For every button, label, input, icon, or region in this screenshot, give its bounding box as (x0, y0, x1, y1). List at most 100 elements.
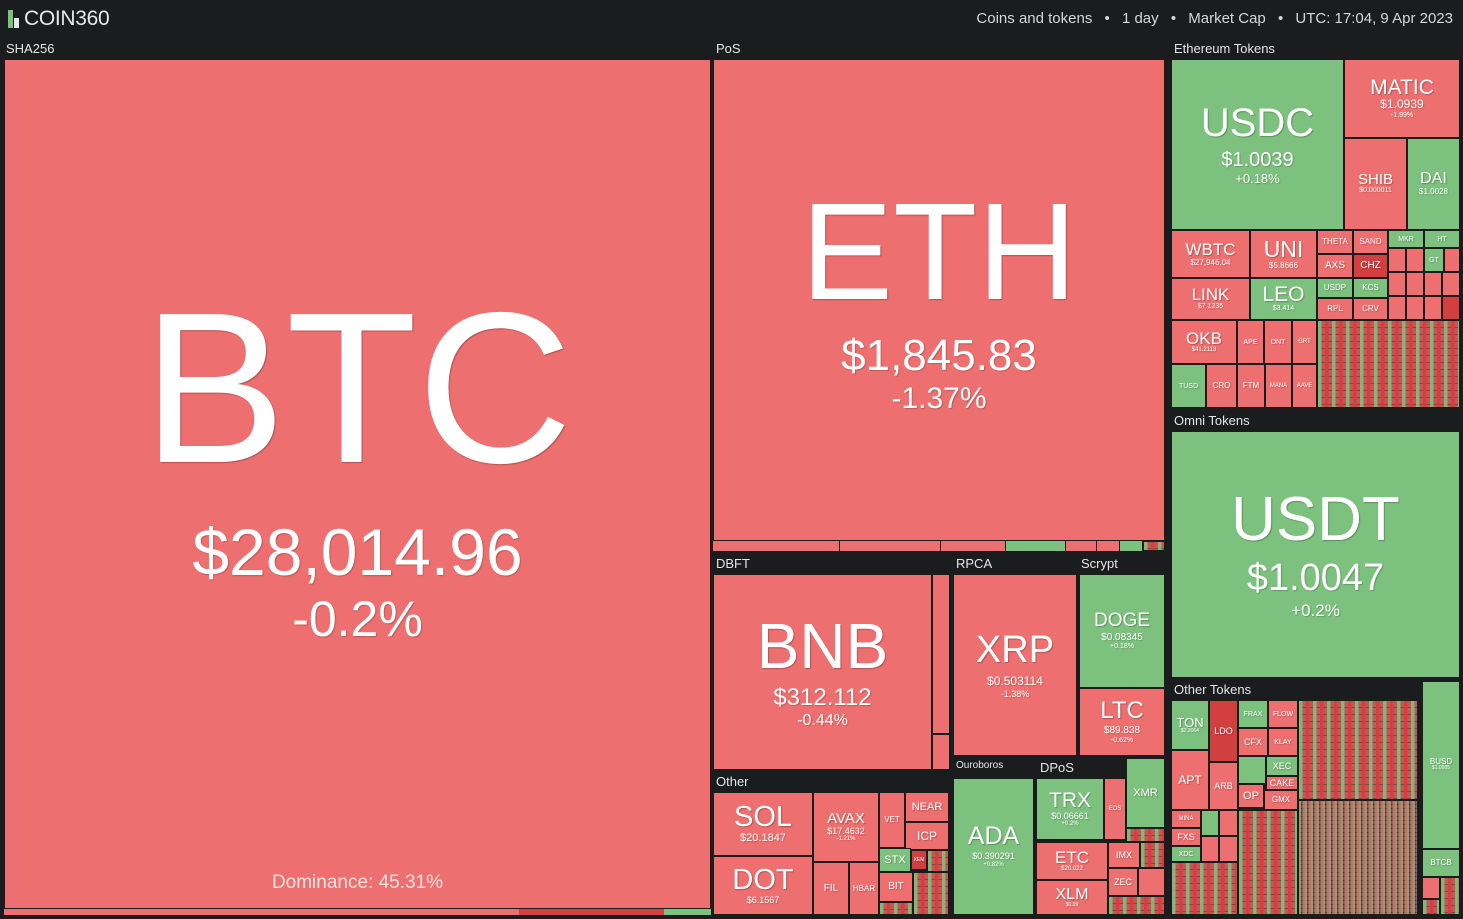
tile-busd[interactable]: BUSD $1.0005 (1422, 681, 1460, 849)
tile-arb[interactable]: ARB (1209, 762, 1238, 810)
dbft-minor-coin[interactable] (932, 734, 950, 770)
eth-minor-coin[interactable] (1424, 296, 1442, 320)
tile-eos[interactable]: EOS (1104, 778, 1126, 840)
tile-etc[interactable]: ETC $20.022 (1036, 842, 1108, 880)
tile-klay[interactable]: KLAY (1268, 728, 1298, 756)
tile-tusd[interactable]: TUSD (1171, 364, 1206, 408)
tile-kcs[interactable]: KCS (1353, 278, 1388, 298)
tile-link[interactable]: LINK $7.1235 (1171, 278, 1250, 320)
tile-xec[interactable]: XEC (1266, 756, 1298, 776)
other-token-minor[interactable] (1219, 836, 1238, 862)
eth-minor-coin[interactable] (1442, 272, 1460, 296)
tile-bit[interactable]: BIT (879, 872, 913, 902)
tile-mana[interactable]: MANA (1265, 364, 1292, 408)
other-token-minor[interactable] (1201, 836, 1219, 862)
tile-xdc[interactable]: XDC (1171, 846, 1201, 862)
tile-ape[interactable]: APE (1237, 320, 1264, 364)
tile-apt[interactable]: APT (1171, 750, 1209, 810)
tile-cfx[interactable]: CFX (1238, 728, 1268, 756)
tile-chz[interactable]: CHZ (1353, 254, 1388, 278)
tile-stx[interactable]: STX (879, 848, 911, 872)
eth-minor-coin[interactable] (1442, 296, 1460, 320)
tile-crv[interactable]: CRV (1353, 298, 1388, 320)
tile-cake[interactable]: CAKE (1266, 776, 1298, 790)
other-token-minor[interactable] (1422, 877, 1440, 899)
eth-minor-coin[interactable] (1406, 248, 1424, 272)
tile-dai[interactable]: DAI $1.0028 (1407, 138, 1460, 230)
tile-sol[interactable]: SOL $20.1847 (713, 792, 813, 856)
tile-rpl[interactable]: RPL (1317, 298, 1353, 320)
tile-eth[interactable]: ETH $1,845.83 -1.37% (713, 59, 1165, 541)
eth-minor-coin[interactable] (1388, 296, 1406, 320)
tile-ton[interactable]: TON $2.2064 (1171, 700, 1209, 750)
tile-btcb[interactable]: BTCB (1422, 849, 1460, 877)
tile-uni[interactable]: UNI $5.8666 (1250, 230, 1317, 278)
tile-imx[interactable]: IMX (1108, 842, 1140, 868)
tile-gt[interactable]: GT (1424, 248, 1444, 272)
tile-usdc[interactable]: USDC $1.0039 +0.18% (1171, 59, 1344, 230)
tile-mina[interactable]: MINA (1171, 810, 1201, 828)
tile-aave[interactable]: AAVE (1292, 364, 1317, 408)
tile-okb[interactable]: OKB $41.2113 (1171, 320, 1237, 364)
tile-btc[interactable]: BTC $28,014.96 -0.2% Dominance: 45.31% (4, 59, 711, 909)
tile-bnb[interactable]: BNB $312.112 -0.44% (713, 574, 932, 770)
tile-ftm[interactable]: FTM (1237, 364, 1265, 408)
tile-frax[interactable]: FRAX (1238, 700, 1268, 728)
eth-minor-coin[interactable] (1424, 272, 1442, 296)
tile-zec[interactable]: ZEC (1108, 868, 1138, 896)
tile-fil[interactable]: FIL (813, 862, 849, 915)
tile-ltc[interactable]: LTC $89.838 -0.62% (1079, 688, 1165, 756)
eth-minor-coin[interactable] (1388, 248, 1406, 272)
tile-shib[interactable]: SHIB $0.000011 (1344, 138, 1407, 230)
filter-metric[interactable]: Market Cap (1188, 10, 1266, 27)
tile-mkr[interactable]: MKR (1388, 230, 1424, 248)
tile-avax[interactable]: AVAX $17.4632 -1.21% (813, 792, 879, 862)
tile-fxs[interactable]: FXS (1171, 828, 1201, 846)
tile-xlm[interactable]: XLM $0.09 (1036, 880, 1108, 915)
tile-symbol: USDT (1231, 484, 1400, 554)
tile-usdt[interactable]: USDT $1.0047 +0.2% (1171, 431, 1460, 678)
filter-period[interactable]: 1 day (1121, 10, 1159, 27)
tile-ldo[interactable]: LDO (1209, 700, 1238, 762)
tile-ada[interactable]: ADA $0.390291 +0.82% (953, 778, 1034, 915)
tile-price: $0.000011 (1359, 187, 1392, 195)
tile-flow[interactable]: FLOW (1268, 700, 1298, 728)
tile-sand[interactable]: SAND (1353, 230, 1388, 254)
tile-leo[interactable]: LEO $3.414 (1250, 278, 1317, 320)
tile-icp[interactable]: ICP (905, 822, 949, 850)
tile-trx[interactable]: TRX $0.06661 +0.2% (1036, 778, 1104, 840)
tile-grt[interactable]: GRT (1292, 320, 1317, 364)
eth-minor-coin[interactable] (1406, 272, 1424, 296)
tile-wbtc[interactable]: WBTC $27,946.04 (1171, 230, 1250, 278)
tile-hbar[interactable]: HBAR (849, 862, 879, 915)
other-token-minor[interactable] (1219, 810, 1238, 836)
tile-xem[interactable]: XEM (911, 850, 927, 870)
dpos-minor-coin[interactable] (1138, 868, 1165, 896)
tile-op[interactable]: OP (1238, 784, 1264, 808)
tile-xrp[interactable]: XRP $0.503114 -1.38% (953, 574, 1077, 756)
tile-vet[interactable]: VET (879, 792, 905, 848)
eth-minor-coin[interactable] (1406, 296, 1424, 320)
tile-cro[interactable]: CRO (1206, 364, 1237, 408)
tile-dot[interactable]: DOT $6.1567 (713, 856, 813, 915)
tile-theta[interactable]: THETA (1317, 230, 1353, 254)
tile-near[interactable]: NEAR (905, 792, 949, 822)
tile-ht[interactable]: HT (1424, 230, 1460, 248)
tile-gmx[interactable]: GMX (1264, 790, 1298, 810)
tile-matic[interactable]: MATIC $1.0939 -1.99% (1344, 59, 1460, 138)
tile-ont[interactable]: ONT (1264, 320, 1292, 364)
tile-xmr[interactable]: XMR (1126, 758, 1165, 828)
tile-doge[interactable]: DOGE $0.08345 +0.18% (1079, 574, 1165, 688)
tile-symbol: TRX (1049, 788, 1091, 812)
tile-change: -1.99% (1390, 111, 1414, 119)
tile-symbol: ICP (916, 829, 937, 843)
other-token-minor[interactable] (1201, 810, 1219, 836)
dbft-minor-coin[interactable] (932, 574, 950, 734)
other-token-minor[interactable] (1238, 756, 1266, 784)
coin360-logo[interactable]: COIN360 (8, 7, 110, 30)
eth-minor-coin[interactable] (1444, 248, 1460, 272)
tile-axs[interactable]: AXS (1317, 254, 1353, 278)
filter-coins-tokens[interactable]: Coins and tokens (976, 10, 1093, 27)
tile-usdp[interactable]: USDP (1317, 278, 1353, 298)
eth-minor-coin[interactable] (1388, 272, 1406, 296)
